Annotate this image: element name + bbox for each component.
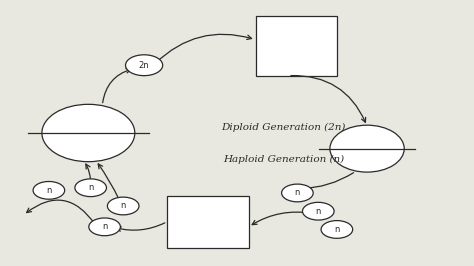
Text: n: n [295, 188, 300, 197]
Text: 2n: 2n [139, 61, 149, 70]
Bar [167, 196, 248, 248]
Text: n: n [46, 186, 52, 195]
Ellipse shape [126, 55, 163, 76]
Ellipse shape [108, 197, 139, 215]
Ellipse shape [330, 125, 404, 172]
Text: Haploid Generation (n): Haploid Generation (n) [223, 155, 344, 164]
Bar [255, 16, 337, 76]
Ellipse shape [282, 184, 313, 202]
Ellipse shape [302, 202, 334, 220]
Text: n: n [102, 222, 107, 231]
Ellipse shape [42, 104, 135, 162]
Text: Diploid Generation (2n): Diploid Generation (2n) [221, 123, 346, 132]
Ellipse shape [75, 179, 107, 197]
Text: n: n [88, 183, 93, 192]
Ellipse shape [321, 221, 353, 238]
Text: n: n [334, 225, 339, 234]
Text: n: n [120, 201, 126, 210]
Ellipse shape [89, 218, 120, 236]
Text: n: n [316, 207, 321, 216]
Ellipse shape [33, 181, 64, 199]
